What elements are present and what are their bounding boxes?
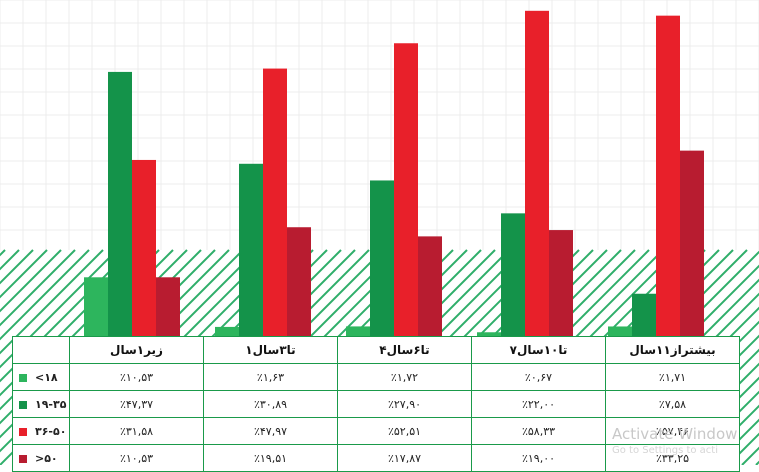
bar — [477, 332, 501, 336]
bar — [156, 277, 180, 336]
hatch-line — [0, 249, 90, 341]
legend-label: <۱۸ — [35, 370, 58, 384]
hatch-line — [713, 418, 759, 465]
table-row: <۱۸ ٪۱۰,۵۳ ٪۱,۶۳ ٪۱,۷۲ ٪۰,۶۷ ٪۱,۷۱ — [12, 363, 740, 391]
value-cell: ٪۵۸,۳۳ — [471, 417, 606, 445]
value-cell: ٪۱۰,۵۳ — [69, 444, 204, 472]
value-cell: ٪۳۰,۸۹ — [203, 390, 338, 418]
value-cell: ٪۰,۶۷ — [471, 363, 606, 391]
bar — [501, 213, 525, 336]
table-header-row: زیر۱سال ۱تا۳سال ۴تا۶سال ۷تا۱۰سال بیشتراز… — [12, 336, 740, 364]
value-cell: ٪۱۹,۵۱ — [203, 444, 338, 472]
bar — [680, 150, 704, 336]
bar — [418, 236, 442, 336]
bar — [394, 43, 418, 337]
table-row: ۱۹-۳۵ ٪۴۷,۳۷ ٪۳۰,۸۹ ٪۲۷,۹۰ ٪۲۲,۰۰ ٪۷,۵۸ — [12, 390, 740, 418]
bar — [346, 326, 370, 336]
data-table: زیر۱سال ۱تا۳سال ۴تا۶سال ۷تا۱۰سال بیشتراز… — [12, 336, 740, 472]
bar — [263, 68, 287, 336]
bar — [84, 277, 108, 336]
bar — [287, 227, 311, 336]
bar — [239, 163, 263, 336]
legend-swatch — [19, 400, 27, 409]
hatch-line — [0, 249, 104, 355]
legend-label: ۳۶-۵۰ — [35, 424, 67, 438]
category-header-cell: ۱تا۳سال — [203, 336, 338, 364]
bar — [656, 15, 680, 337]
value-cell: ٪۷,۵۸ — [605, 390, 740, 418]
bar — [215, 326, 239, 336]
value-cell: ٪۳۱,۵۸ — [69, 417, 204, 445]
legend-cell: <۱۸ — [12, 363, 70, 391]
value-cell: ٪۱۹,۰۰ — [471, 444, 606, 472]
legend-swatch — [19, 373, 27, 382]
bar — [525, 10, 549, 337]
bar — [108, 71, 132, 337]
legend-cell: >۵۰ — [12, 444, 70, 472]
category-header-cell: بیشتراز۱۱سال — [605, 336, 740, 364]
value-cell: ٪۲۲,۰۰ — [471, 390, 606, 418]
value-cell: ٪۱۷,۸۷ — [337, 444, 472, 472]
legend-swatch — [19, 427, 27, 436]
bar — [132, 159, 156, 336]
value-cell: ٪۱۰,۵۳ — [69, 363, 204, 391]
value-cell: ٪۴۷,۳۷ — [69, 390, 204, 418]
value-cell: ٪۴۷,۹۷ — [203, 417, 338, 445]
legend-swatch — [19, 454, 27, 463]
category-header-cell: ۴تا۶سال — [337, 336, 472, 364]
legend-label: >۵۰ — [35, 451, 58, 465]
bar — [632, 293, 656, 336]
legend-header-cell — [12, 336, 70, 364]
hatch-line — [0, 249, 76, 327]
legend-cell: ۳۶-۵۰ — [12, 417, 70, 445]
legend-cell: ۱۹-۳۵ — [12, 390, 70, 418]
value-cell: ٪۱,۷۲ — [337, 363, 472, 391]
hatch-line — [0, 249, 48, 299]
bar — [370, 180, 394, 336]
hatch-line — [0, 249, 62, 313]
value-cell: ٪۵۲,۵۱ — [337, 417, 472, 445]
category-header-cell: زیر۱سال — [69, 336, 204, 364]
bar — [608, 326, 632, 336]
activation-watermark-sub: Go to Settings to acti — [612, 445, 719, 456]
value-cell: ٪۱,۷۱ — [605, 363, 740, 391]
value-cell: ٪۱,۶۳ — [203, 363, 338, 391]
bar — [549, 230, 573, 336]
value-cell: ٪۲۷,۹۰ — [337, 390, 472, 418]
legend-label: ۱۹-۳۵ — [35, 397, 67, 411]
hatch-line — [0, 249, 118, 369]
category-header-cell: ۷تا۱۰سال — [471, 336, 606, 364]
activation-watermark: Activate Window — [612, 425, 738, 443]
